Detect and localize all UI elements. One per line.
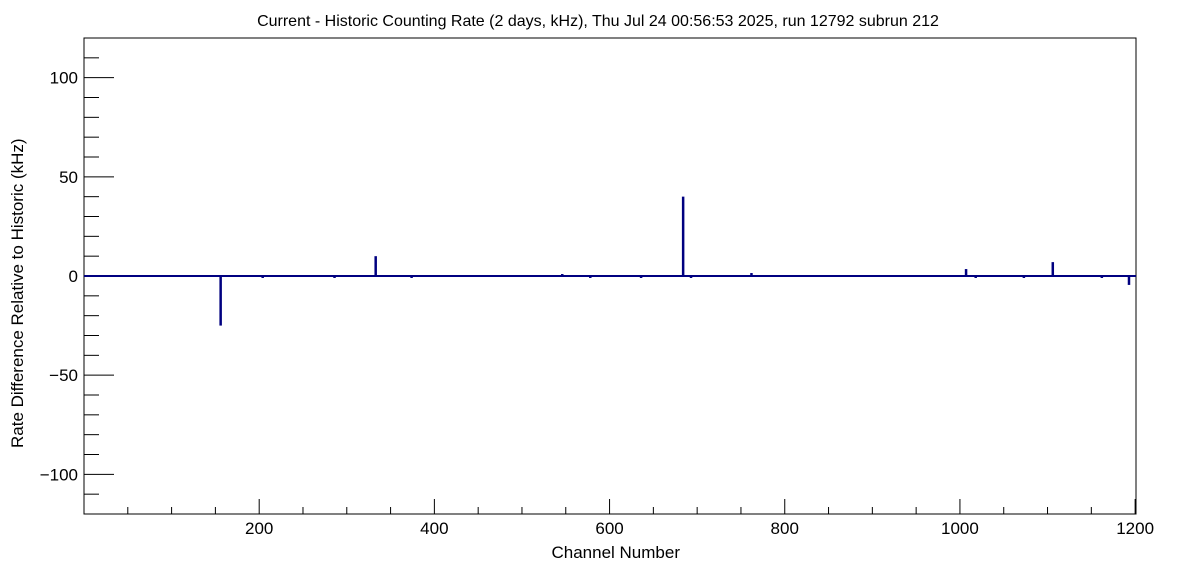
y-tick-label: −50 [49, 366, 78, 385]
x-tick-label: 200 [245, 519, 273, 538]
y-tick-label: 100 [50, 69, 78, 88]
x-tick-label: 400 [420, 519, 448, 538]
y-tick-label: 50 [59, 168, 78, 187]
x-tick-label: 1200 [1116, 519, 1154, 538]
y-axis-label: Rate Difference Relative to Historic (kH… [8, 138, 27, 448]
x-axis-label: Channel Number [551, 543, 680, 562]
x-tick-label: 800 [771, 519, 799, 538]
chart-title: Current - Historic Counting Rate (2 days… [257, 13, 939, 30]
y-tick-label: −100 [40, 465, 78, 484]
plot-area: −100 −50 0 50 100 200 400 600 800 1000 1200 [40, 37, 1154, 538]
x-tick-label: 1000 [941, 519, 979, 538]
y-tick-label: 0 [69, 267, 78, 286]
x-tick-label: 600 [595, 519, 623, 538]
